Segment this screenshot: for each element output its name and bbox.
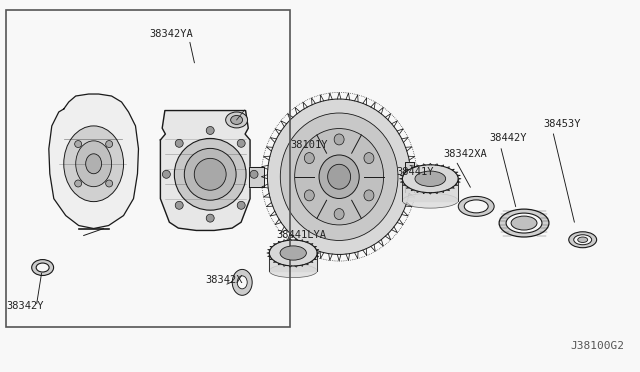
- Ellipse shape: [569, 232, 596, 248]
- Ellipse shape: [280, 113, 398, 240]
- Circle shape: [195, 158, 226, 190]
- Ellipse shape: [411, 172, 419, 181]
- Circle shape: [237, 201, 245, 209]
- Text: 38453Y: 38453Y: [544, 119, 581, 129]
- Ellipse shape: [305, 153, 314, 164]
- Ellipse shape: [458, 196, 494, 217]
- Polygon shape: [161, 110, 250, 230]
- Text: 38442Y: 38442Y: [489, 134, 527, 143]
- Ellipse shape: [305, 190, 314, 201]
- Circle shape: [184, 148, 236, 200]
- Circle shape: [75, 180, 82, 187]
- Ellipse shape: [294, 129, 383, 225]
- Bar: [6, 10, 290, 327]
- Text: 38342Y: 38342Y: [6, 301, 44, 311]
- Ellipse shape: [506, 213, 542, 233]
- Text: 38342X: 38342X: [205, 275, 243, 285]
- Ellipse shape: [464, 200, 488, 213]
- Ellipse shape: [334, 134, 344, 145]
- Circle shape: [174, 138, 246, 210]
- Text: J38100G2: J38100G2: [571, 341, 625, 351]
- Ellipse shape: [578, 237, 588, 243]
- Circle shape: [206, 214, 214, 222]
- Circle shape: [175, 201, 183, 209]
- Circle shape: [106, 141, 113, 148]
- Ellipse shape: [230, 115, 243, 124]
- Circle shape: [175, 140, 183, 147]
- Ellipse shape: [226, 112, 248, 128]
- Text: 38101Y: 38101Y: [290, 140, 328, 150]
- Circle shape: [106, 180, 113, 187]
- Ellipse shape: [64, 126, 124, 202]
- Ellipse shape: [403, 165, 458, 193]
- Polygon shape: [249, 167, 264, 187]
- Ellipse shape: [280, 246, 307, 260]
- Text: 38441LYA: 38441LYA: [276, 230, 326, 240]
- Polygon shape: [269, 253, 317, 271]
- Ellipse shape: [511, 216, 537, 230]
- Polygon shape: [405, 162, 415, 192]
- Ellipse shape: [408, 169, 422, 185]
- Ellipse shape: [268, 99, 411, 254]
- Ellipse shape: [415, 171, 445, 186]
- Circle shape: [237, 140, 245, 147]
- Ellipse shape: [232, 269, 252, 295]
- Polygon shape: [49, 94, 138, 228]
- Ellipse shape: [32, 260, 54, 276]
- Ellipse shape: [269, 240, 317, 266]
- Ellipse shape: [237, 276, 247, 289]
- Ellipse shape: [76, 141, 111, 187]
- Ellipse shape: [403, 193, 458, 208]
- Ellipse shape: [364, 190, 374, 201]
- Circle shape: [75, 141, 82, 148]
- Polygon shape: [403, 179, 458, 201]
- Ellipse shape: [573, 235, 591, 245]
- Ellipse shape: [364, 153, 374, 164]
- Text: 38441Y: 38441Y: [397, 167, 434, 177]
- Ellipse shape: [319, 155, 359, 199]
- Ellipse shape: [328, 164, 351, 189]
- Ellipse shape: [334, 209, 344, 219]
- Circle shape: [250, 170, 258, 178]
- Text: 38342YA: 38342YA: [149, 29, 193, 39]
- Ellipse shape: [86, 154, 102, 174]
- Ellipse shape: [499, 209, 549, 237]
- Text: 38342XA: 38342XA: [443, 149, 487, 159]
- Ellipse shape: [36, 263, 49, 272]
- Circle shape: [163, 170, 170, 178]
- Circle shape: [206, 126, 214, 134]
- Ellipse shape: [269, 264, 317, 278]
